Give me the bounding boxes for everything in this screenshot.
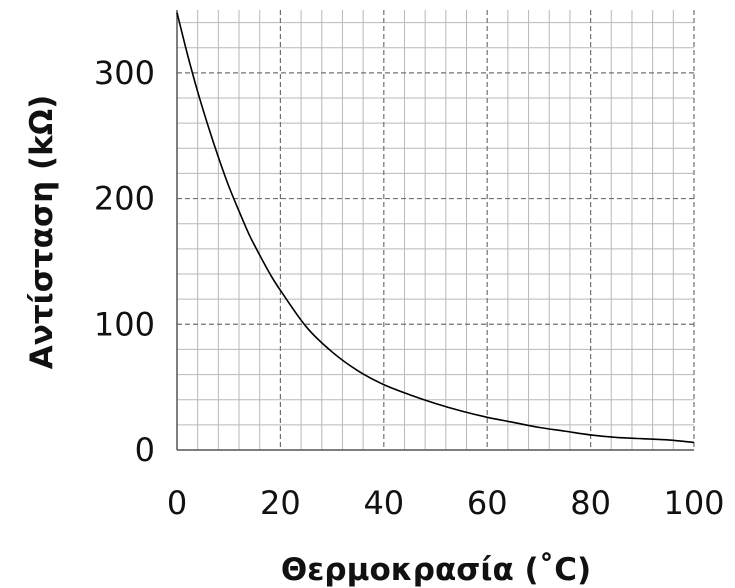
resistance-curve xyxy=(176,12,695,444)
x-tick-label: 0 xyxy=(167,484,187,522)
x-axis-title: Θερμοκρασία (˚C) xyxy=(281,552,591,588)
x-tick-label: 20 xyxy=(260,484,301,522)
x-tick-label: 40 xyxy=(363,484,404,522)
minor-grid xyxy=(177,10,694,450)
x-tick-label: 100 xyxy=(663,484,724,522)
axes xyxy=(176,10,694,451)
y-tick-label: 0 xyxy=(135,431,155,469)
y-tick-label: 300 xyxy=(94,54,155,92)
x-tick-label: 80 xyxy=(570,484,611,522)
y-axis-title: Αντίσταση (kΩ) xyxy=(24,95,60,370)
y-tick-label: 200 xyxy=(94,180,155,218)
x-tick-label: 60 xyxy=(467,484,508,522)
major-grid xyxy=(177,10,695,450)
y-tick-label: 100 xyxy=(94,305,155,343)
tick-labels: 0 20 40 60 80 100 0 100 200 300 xyxy=(94,54,725,522)
